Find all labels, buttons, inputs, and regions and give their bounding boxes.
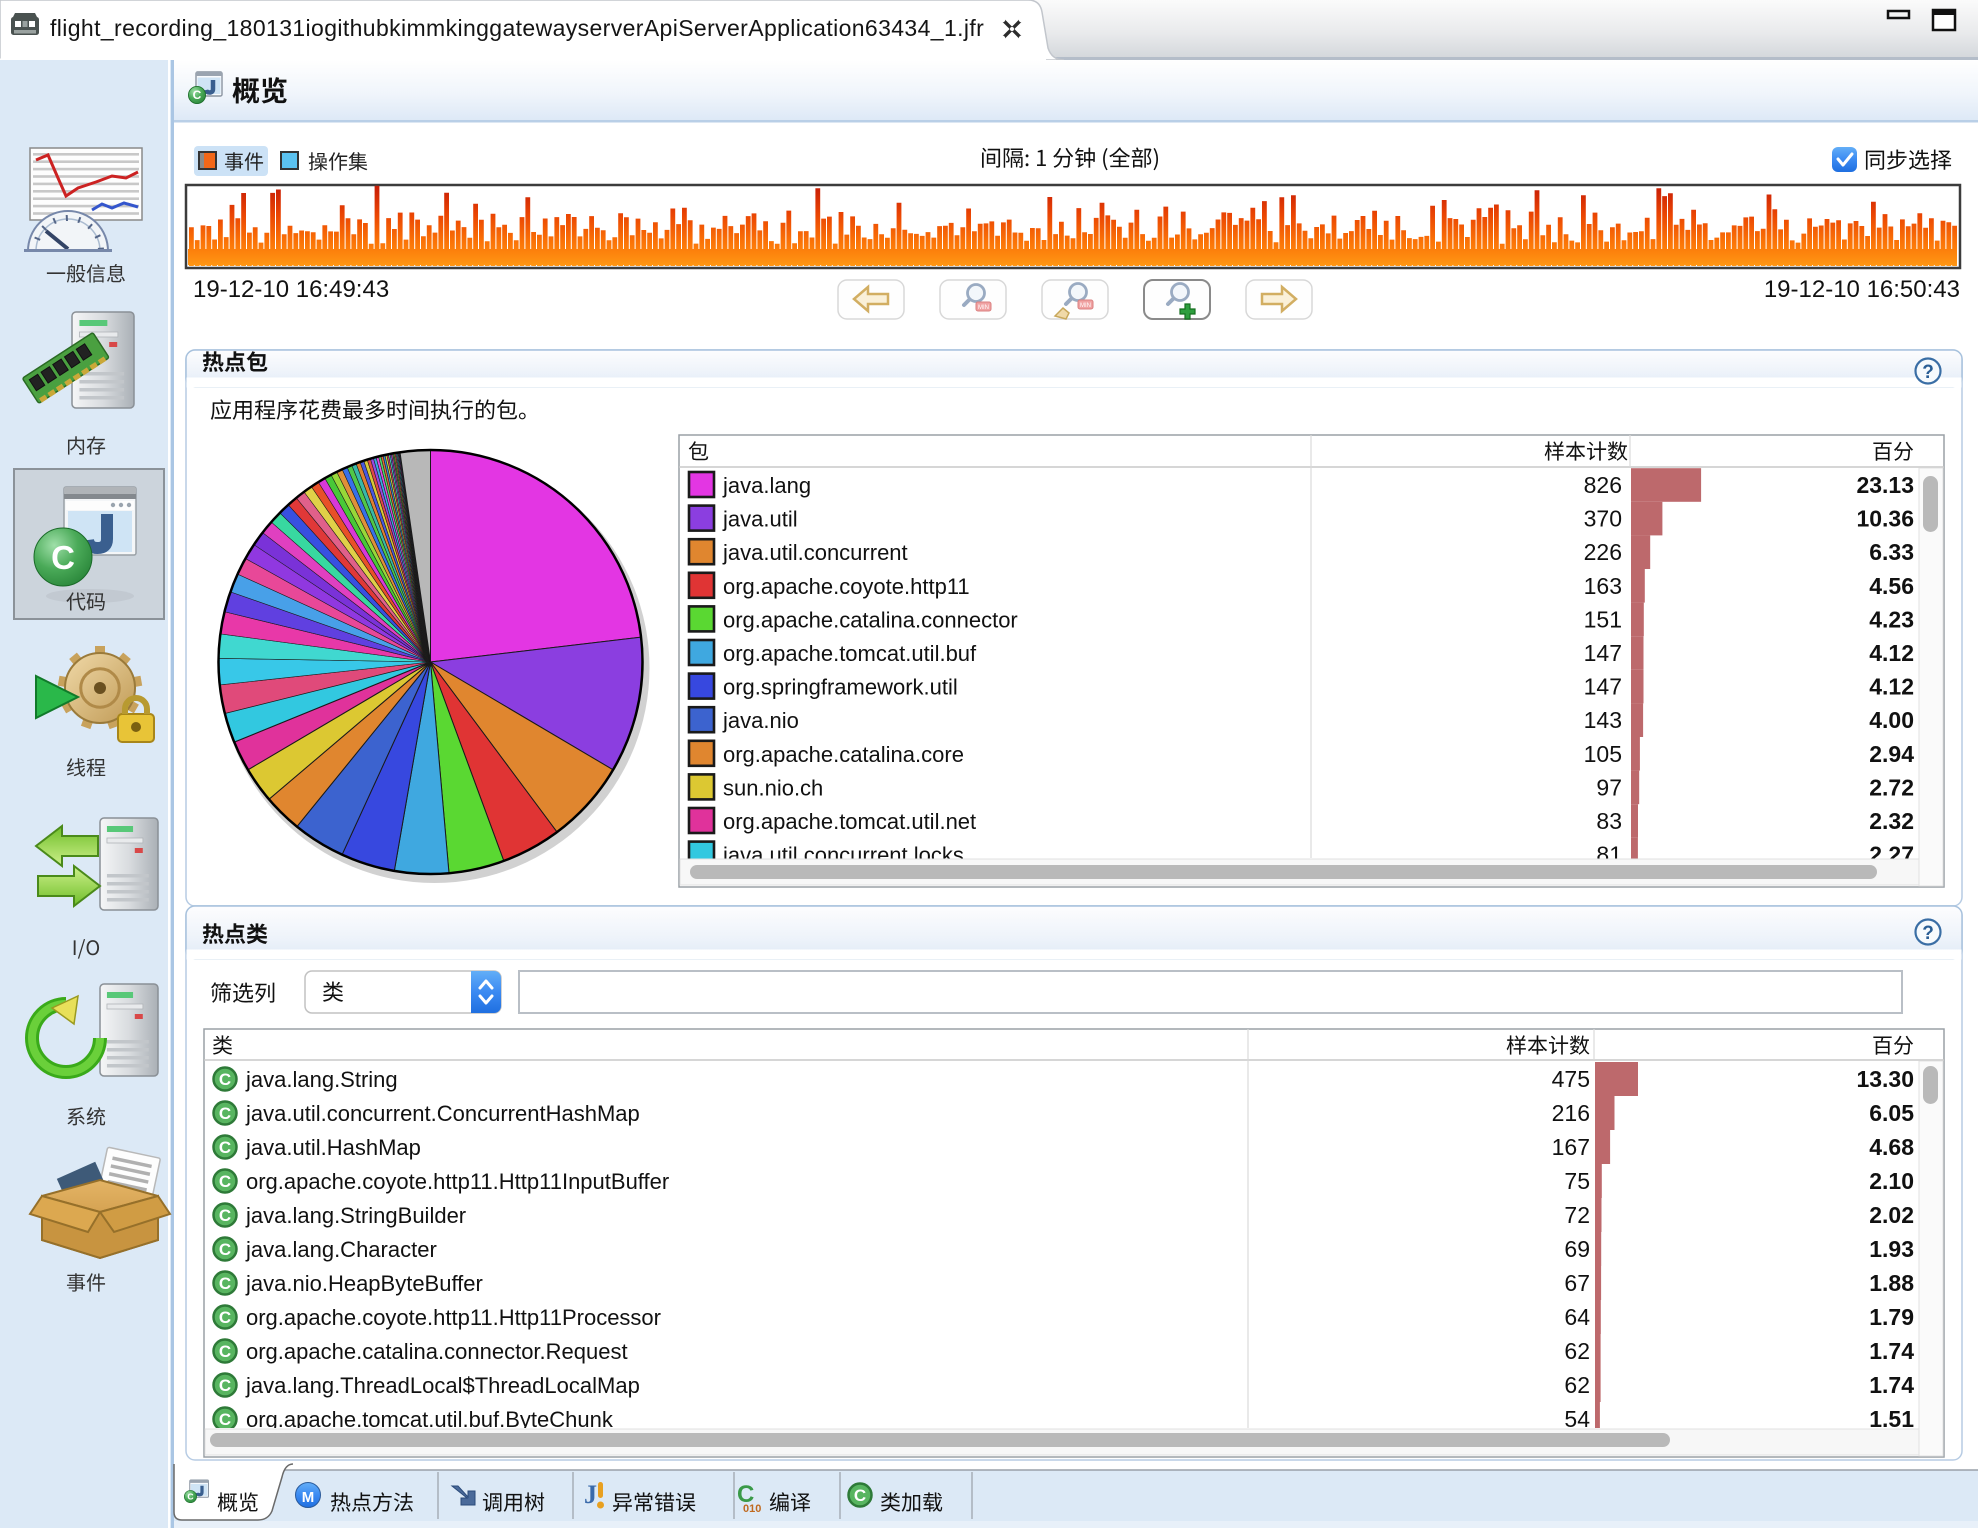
svg-text:C: C bbox=[51, 539, 75, 576]
svg-text:java.lang.StringBuilder: java.lang.StringBuilder bbox=[245, 1203, 466, 1228]
svg-text:C: C bbox=[219, 1308, 231, 1327]
svg-text:org.apache.catalina.connector: org.apache.catalina.connector bbox=[723, 607, 1018, 632]
svg-text:54: 54 bbox=[1564, 1406, 1590, 1432]
svg-text:java.lang.String: java.lang.String bbox=[245, 1067, 398, 1092]
svg-text:C: C bbox=[219, 1240, 231, 1259]
svg-text:C: C bbox=[219, 1410, 231, 1429]
svg-text:67: 67 bbox=[1564, 1270, 1590, 1296]
svg-text:69: 69 bbox=[1564, 1236, 1590, 1262]
svg-text:C: C bbox=[219, 1274, 231, 1293]
svg-text:sun.nio.ch: sun.nio.ch bbox=[723, 775, 823, 800]
svg-text:4.12: 4.12 bbox=[1869, 674, 1914, 700]
svg-text:2.02: 2.02 bbox=[1869, 1202, 1914, 1228]
svg-text:java.nio.HeapByteBuffer: java.nio.HeapByteBuffer bbox=[245, 1271, 483, 1296]
svg-text:62: 62 bbox=[1564, 1338, 1590, 1364]
svg-text:72: 72 bbox=[1564, 1202, 1590, 1228]
svg-text:java.nio: java.nio bbox=[722, 708, 799, 733]
svg-text:4.56: 4.56 bbox=[1869, 573, 1914, 599]
svg-text:java.util.HashMap: java.util.HashMap bbox=[245, 1135, 421, 1160]
svg-text:C: C bbox=[854, 1486, 866, 1505]
svg-text:83: 83 bbox=[1596, 808, 1622, 834]
svg-text:826: 826 bbox=[1584, 472, 1622, 498]
svg-text:org.apache.tomcat.util.buf.Byt: org.apache.tomcat.util.buf.ByteChunk bbox=[246, 1407, 614, 1432]
svg-text:475: 475 bbox=[1552, 1066, 1590, 1092]
svg-text:java.util.concurrent.Concurren: java.util.concurrent.ConcurrentHashMap bbox=[245, 1101, 640, 1126]
svg-text:1.93: 1.93 bbox=[1869, 1236, 1914, 1262]
svg-text:C: C bbox=[737, 1481, 754, 1508]
svg-text:75: 75 bbox=[1564, 1168, 1590, 1194]
svg-text:2.32: 2.32 bbox=[1869, 808, 1914, 834]
svg-text:java.lang: java.lang bbox=[722, 473, 811, 498]
svg-text:6.05: 6.05 bbox=[1869, 1100, 1914, 1126]
svg-text:105: 105 bbox=[1584, 741, 1622, 767]
svg-text:1.79: 1.79 bbox=[1869, 1304, 1914, 1330]
svg-text:J: J bbox=[584, 1480, 597, 1509]
svg-text:C: C bbox=[219, 1376, 231, 1395]
svg-text:C: C bbox=[219, 1138, 231, 1157]
svg-text:1.74: 1.74 bbox=[1869, 1372, 1914, 1398]
svg-text:226: 226 bbox=[1584, 539, 1622, 565]
svg-text:4.23: 4.23 bbox=[1869, 606, 1914, 632]
svg-text:C: C bbox=[219, 1104, 231, 1123]
svg-text:81: 81 bbox=[1596, 842, 1622, 868]
svg-text:13.30: 13.30 bbox=[1856, 1066, 1914, 1092]
svg-text:java.util: java.util bbox=[722, 507, 798, 532]
svg-text:167: 167 bbox=[1552, 1134, 1590, 1160]
svg-text:C: C bbox=[219, 1070, 231, 1089]
svg-text:org.apache.coyote.http11.Http1: org.apache.coyote.http11.Http11InputBuff… bbox=[246, 1169, 669, 1194]
svg-text:?: ? bbox=[1922, 362, 1934, 383]
svg-text:?: ? bbox=[1922, 923, 1934, 944]
svg-text:2.72: 2.72 bbox=[1869, 774, 1914, 800]
svg-text:java.util.concurrent.locks: java.util.concurrent.locks bbox=[722, 843, 964, 868]
svg-text:java.lang.ThreadLocal$ThreadLo: java.lang.ThreadLocal$ThreadLocalMap bbox=[245, 1373, 640, 1398]
svg-text:2.27: 2.27 bbox=[1869, 842, 1914, 868]
svg-text:6.33: 6.33 bbox=[1869, 539, 1914, 565]
svg-text:org.apache.coyote.http11.Http1: org.apache.coyote.http11.Http11Processor bbox=[246, 1305, 661, 1330]
svg-text:C: C bbox=[219, 1206, 231, 1225]
svg-text:org.apache.tomcat.util.net: org.apache.tomcat.util.net bbox=[723, 809, 976, 834]
svg-text:010: 010 bbox=[743, 1503, 761, 1515]
svg-text:C: C bbox=[219, 1172, 231, 1191]
svg-text:flight_recording_180131iogithu: flight_recording_180131iogithubkimmkingg… bbox=[50, 15, 984, 41]
svg-text:MIN: MIN bbox=[978, 305, 989, 311]
svg-text:147: 147 bbox=[1584, 674, 1622, 700]
svg-text:1.51: 1.51 bbox=[1869, 1406, 1914, 1432]
svg-text:370: 370 bbox=[1584, 506, 1622, 532]
svg-text:M: M bbox=[302, 1489, 315, 1506]
svg-text:97: 97 bbox=[1596, 774, 1622, 800]
svg-text:org.apache.catalina.core: org.apache.catalina.core bbox=[723, 742, 964, 767]
svg-text:163: 163 bbox=[1584, 573, 1622, 599]
svg-text:org.apache.tomcat.util.buf: org.apache.tomcat.util.buf bbox=[723, 641, 977, 666]
svg-text:4.12: 4.12 bbox=[1869, 640, 1914, 666]
svg-text:2.10: 2.10 bbox=[1869, 1168, 1914, 1194]
svg-text:64: 64 bbox=[1564, 1304, 1590, 1330]
svg-text:1.88: 1.88 bbox=[1869, 1270, 1914, 1296]
svg-text:4.68: 4.68 bbox=[1869, 1134, 1914, 1160]
svg-text:C: C bbox=[219, 1342, 231, 1361]
svg-text:C: C bbox=[193, 88, 202, 102]
svg-text:216: 216 bbox=[1552, 1100, 1590, 1126]
svg-text:2.94: 2.94 bbox=[1869, 741, 1914, 767]
svg-text:MIN: MIN bbox=[1080, 303, 1091, 309]
svg-text:org.apache.coyote.http11: org.apache.coyote.http11 bbox=[723, 574, 970, 599]
svg-text:org.apache.catalina.connector.: org.apache.catalina.connector.Request bbox=[246, 1339, 628, 1364]
svg-text:151: 151 bbox=[1584, 606, 1622, 632]
svg-text:1.74: 1.74 bbox=[1869, 1338, 1914, 1364]
svg-text:23.13: 23.13 bbox=[1856, 472, 1914, 498]
svg-text:C: C bbox=[187, 1491, 193, 1501]
svg-text:19-12-10 16:49:43: 19-12-10 16:49:43 bbox=[193, 276, 389, 303]
svg-text:143: 143 bbox=[1584, 707, 1622, 733]
svg-text:4.00: 4.00 bbox=[1869, 707, 1914, 733]
svg-text:java.util.concurrent: java.util.concurrent bbox=[722, 540, 908, 565]
svg-text:java.lang.Character: java.lang.Character bbox=[245, 1237, 437, 1262]
svg-text:19-12-10 16:50:43: 19-12-10 16:50:43 bbox=[1764, 276, 1960, 303]
svg-text:147: 147 bbox=[1584, 640, 1622, 666]
svg-text:10.36: 10.36 bbox=[1856, 506, 1914, 532]
svg-text:62: 62 bbox=[1564, 1372, 1590, 1398]
svg-text:org.springframework.util: org.springframework.util bbox=[723, 675, 958, 700]
